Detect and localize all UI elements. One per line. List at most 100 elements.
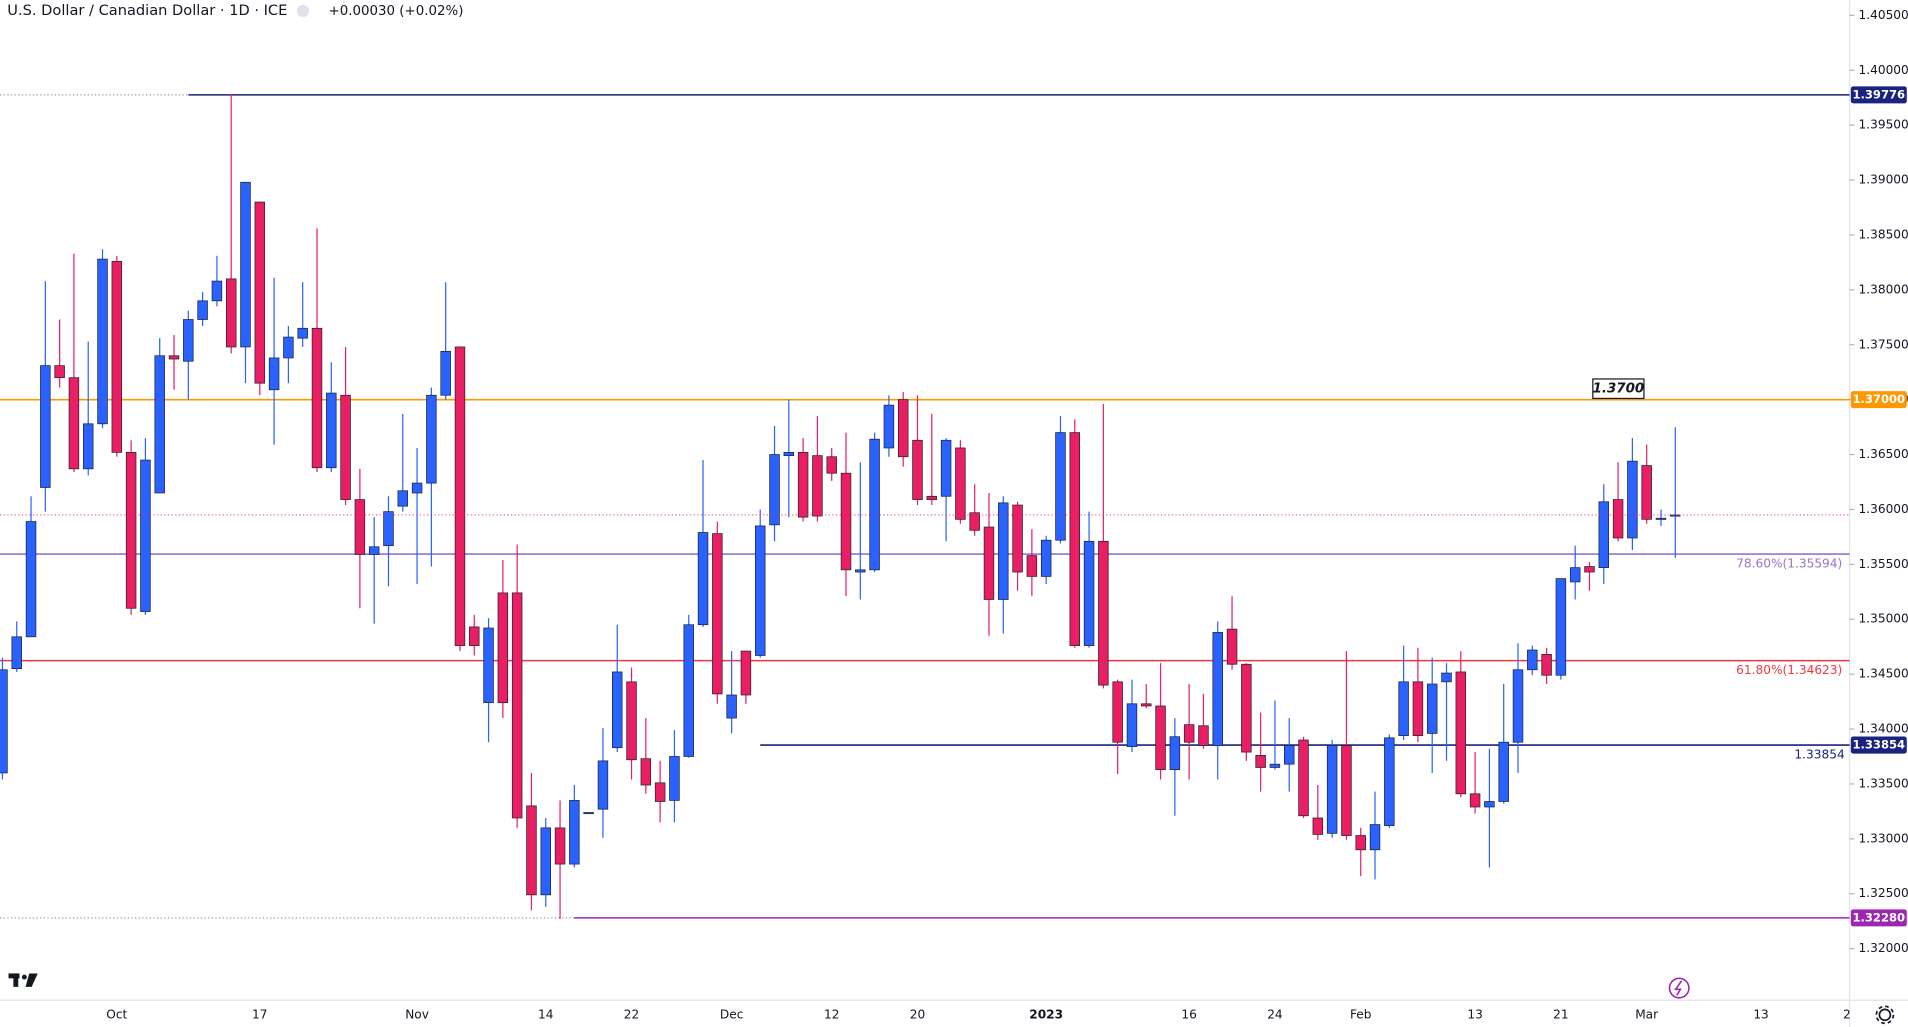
candle-body <box>154 355 165 494</box>
candle-body <box>1555 578 1567 676</box>
candle-body <box>1255 755 1266 768</box>
candle-body <box>1126 703 1138 747</box>
candle-body <box>1484 801 1495 808</box>
x-tick-label: Oct <box>106 1007 127 1021</box>
y-tick-label: 1.37500 <box>1859 337 1908 351</box>
candle-body <box>1312 817 1324 835</box>
y-tick-label: 1.38500 <box>1859 227 1908 241</box>
candle-body <box>1584 566 1595 573</box>
candle-body <box>1298 739 1309 817</box>
candle-body <box>1527 649 1538 671</box>
candle-body <box>1226 628 1238 665</box>
level-label: 1.33854 <box>1852 738 1905 752</box>
candle-body <box>826 456 837 474</box>
candle-body <box>626 681 637 761</box>
y-tick-label: 1.35500 <box>1859 557 1908 571</box>
candle-body <box>612 671 623 749</box>
candle-body <box>1141 703 1152 707</box>
candle-body <box>1498 741 1509 802</box>
candle-body <box>368 546 380 555</box>
candle-body <box>0 669 8 774</box>
candle-body <box>955 447 966 520</box>
candle-body <box>1569 567 1581 583</box>
candle-body <box>683 624 694 757</box>
candle-body <box>697 532 709 626</box>
candle-body <box>969 512 980 531</box>
candle-body <box>1198 725 1209 746</box>
y-tick-label: 1.40500 <box>1859 8 1908 22</box>
candle-body <box>97 258 108 425</box>
candle-body <box>897 399 909 458</box>
candle-body <box>669 756 680 801</box>
level-caption: 1.33854 <box>1794 747 1845 761</box>
candle-body <box>168 355 180 360</box>
status-icon[interactable] <box>296 4 310 18</box>
candle-body <box>240 181 251 348</box>
candle-body <box>1012 504 1023 573</box>
candle-body <box>183 319 194 362</box>
tradingview-logo[interactable] <box>8 973 38 987</box>
candle-body <box>82 423 94 470</box>
candle-body <box>1055 432 1066 541</box>
level-label-box <box>1850 391 1907 409</box>
candle-body <box>1426 683 1438 734</box>
y-tick-label: 1.35000 <box>1859 612 1908 626</box>
y-tick-label: 1.40000 <box>1859 63 1908 77</box>
settings-icon[interactable] <box>1875 1005 1895 1025</box>
candle-body <box>454 346 466 646</box>
level-label: 1.37000 <box>1852 392 1905 406</box>
candle-body <box>883 404 895 449</box>
level-label-box <box>1850 909 1907 927</box>
candle-body <box>25 521 37 638</box>
candle-body <box>640 758 652 786</box>
candle-body <box>1612 499 1624 539</box>
candle-body <box>1598 501 1610 569</box>
candle-body <box>1512 669 1524 743</box>
price-change: +0.00030 (+0.02%) <box>329 4 464 19</box>
x-tick-label: Nov <box>405 1007 429 1021</box>
candle-body <box>597 760 609 810</box>
candle-body <box>1384 737 1395 827</box>
candle-body <box>783 451 795 457</box>
x-tick-label: Mar <box>1635 1007 1658 1021</box>
candle-body <box>855 569 866 573</box>
candle-body <box>740 650 752 696</box>
candle-body <box>1026 555 1038 577</box>
candle-body <box>526 805 537 896</box>
candle-body <box>1069 432 1081 646</box>
candle-body <box>283 336 294 359</box>
x-tick-label: 13 <box>1467 1007 1482 1021</box>
candle-body <box>469 626 480 646</box>
candle-body <box>1369 824 1381 851</box>
candle-body <box>1441 672 1452 683</box>
x-tick-label: 12 <box>824 1007 839 1021</box>
candle-body <box>754 525 766 656</box>
candle-body <box>1412 681 1424 736</box>
x-tick-label: 24 <box>1267 1007 1283 1021</box>
candle-body <box>1341 745 1352 836</box>
candle-body <box>68 377 80 470</box>
y-tick-label: 1.32000 <box>1859 941 1908 955</box>
y-tick-label: 1.39500 <box>1859 118 1908 132</box>
x-tick-label: 14 <box>538 1007 554 1021</box>
chart-title: U.S. Dollar / Canadian Dollar · 1D · ICE <box>7 2 287 19</box>
x-tick-label: 17 <box>252 1007 267 1021</box>
candle-body <box>569 800 580 865</box>
x-tick-label: 13 <box>1753 1007 1768 1021</box>
candle-body <box>554 827 566 865</box>
candle-body <box>1098 540 1109 686</box>
candle-body <box>540 827 551 896</box>
candle-body <box>1155 705 1166 771</box>
candle-body <box>1183 724 1195 743</box>
candle-body <box>440 350 451 396</box>
candle-body <box>926 495 938 500</box>
candle-body <box>840 472 852 571</box>
candle-body <box>11 636 22 670</box>
candle-body <box>1641 465 1652 520</box>
y-tick-label: 1.36500 <box>1859 447 1908 461</box>
y-tick-label: 1.33000 <box>1859 831 1908 845</box>
candle-body <box>1326 745 1338 834</box>
level-label: 1.32280 <box>1852 910 1905 924</box>
replay-icon[interactable] <box>1668 977 1690 999</box>
